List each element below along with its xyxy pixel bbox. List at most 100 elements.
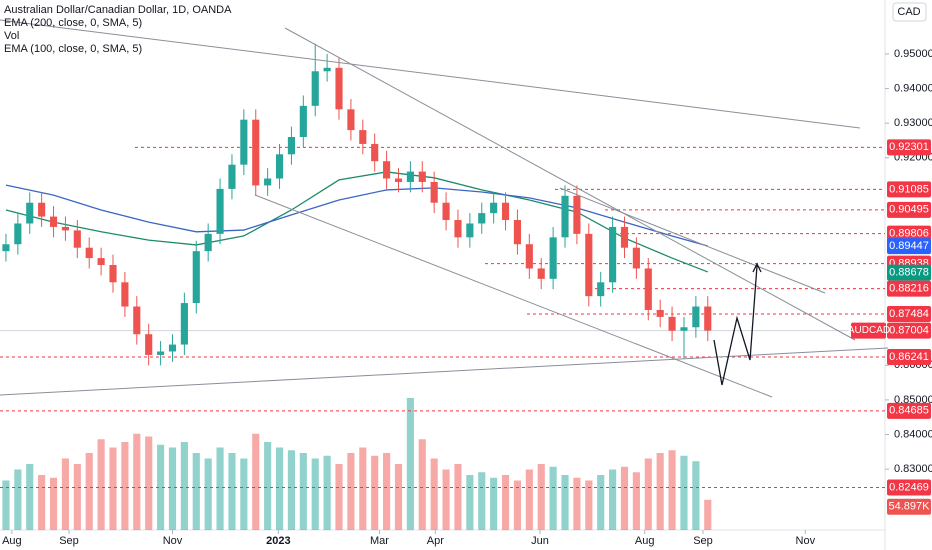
volume-bar: [704, 499, 712, 530]
volume-bar: [287, 450, 295, 530]
volume-bar: [418, 439, 426, 530]
volume-bar: [133, 433, 141, 530]
volume-bar: [668, 450, 676, 530]
x-tick-label: Jun: [531, 535, 549, 547]
price-label-box: [887, 479, 931, 496]
candle-body: [85, 247, 93, 259]
volume-bar: [228, 453, 236, 530]
candle-body: [61, 226, 69, 231]
volume-bar: [573, 477, 581, 530]
trend-line: [0, 19, 861, 129]
volume-bar: [656, 453, 664, 530]
price-label: 0.84685: [889, 405, 929, 417]
y-tick-label: 0.83000: [894, 463, 932, 475]
volume-bar: [216, 447, 224, 530]
volume-bar: [49, 477, 58, 530]
volume-bar: [275, 447, 284, 530]
candle-body: [335, 67, 343, 110]
y-tick-label: 0.84000: [894, 428, 932, 440]
volume-bar: [501, 475, 510, 530]
x-tick-label: Sep: [693, 535, 713, 547]
candle-body: [240, 119, 248, 165]
volume-bar: [466, 475, 474, 530]
currency-label[interactable]: CAD: [897, 6, 920, 18]
volume-bar: [359, 447, 367, 530]
candle-body: [406, 171, 414, 182]
candle-body: [668, 316, 676, 331]
candle-body: [14, 223, 22, 245]
volume-bar: [26, 464, 34, 530]
candle-body: [252, 119, 260, 186]
candle-body: [466, 223, 474, 238]
volume-bar: [168, 447, 177, 530]
candle-body: [573, 195, 581, 234]
candle-body: [287, 136, 295, 155]
candle-body: [501, 202, 510, 221]
volume-bar: [430, 458, 438, 530]
symbol-label: AUDCAD: [848, 325, 890, 336]
price-label-box: [887, 402, 931, 419]
candle-body: [264, 178, 272, 186]
volume-bar: [121, 442, 129, 530]
candle-body: [632, 247, 640, 269]
volume-bar: [204, 458, 212, 530]
price-label-box: [887, 201, 931, 218]
y-tick-label: 0.94000: [894, 82, 932, 94]
volume-label: 54.897K: [889, 501, 931, 513]
candle-body: [704, 306, 712, 331]
candle-body: [561, 195, 569, 238]
axes: 0.950000.940000.930000.920000.860000.850…: [2, 48, 932, 547]
y-tick-label: 0.93000: [894, 117, 932, 129]
candle-body: [97, 258, 105, 265]
y-tick-label: 0.95000: [894, 48, 932, 60]
candle-body: [644, 268, 652, 310]
price-label-box: [887, 280, 931, 297]
candle-body: [145, 334, 153, 355]
volume-bar: [644, 458, 652, 530]
x-tick-label: Mar: [370, 535, 389, 547]
volume-label-box: [887, 498, 931, 515]
arrow-head: [752, 262, 762, 273]
x-tick-label: 2023: [266, 535, 290, 547]
volume-bar: [490, 477, 498, 530]
x-tick-label: Nov: [796, 535, 816, 547]
price-label: 0.87004: [889, 324, 929, 336]
volume-bar: [620, 466, 629, 530]
candle-body: [430, 181, 438, 203]
volume-bar: [180, 442, 188, 530]
currency-button[interactable]: [892, 2, 927, 22]
volume-bar: [549, 466, 557, 530]
candle-body: [49, 216, 58, 227]
volume-bar: [454, 464, 462, 530]
candle-body: [597, 282, 605, 297]
price-label: 0.88678: [889, 267, 929, 279]
candle-body: [620, 226, 629, 248]
price-label-box: [887, 305, 931, 322]
trend-line: [254, 194, 773, 398]
volume-bar: [609, 469, 617, 530]
price-label-box: [887, 264, 931, 281]
volume-bar: [38, 475, 46, 530]
candle-body: [585, 233, 593, 297]
volume-bar: [597, 475, 605, 530]
volume-bar: [394, 464, 403, 530]
candle-body: [26, 202, 34, 224]
candle-body: [180, 303, 188, 345]
volume-bar: [73, 464, 81, 530]
price-label-box: [887, 139, 931, 156]
trend-line: [0, 347, 889, 396]
legend-title: Australian Dollar/Canadian Dollar, 1D, O…: [4, 4, 232, 16]
trend-line: [284, 27, 856, 341]
candle-body: [311, 71, 319, 106]
candle-body: [454, 220, 462, 238]
candle-body: [478, 213, 486, 224]
volume-bar: [299, 453, 307, 530]
candle-body: [549, 237, 557, 279]
volume-bar: [2, 480, 10, 530]
x-tick-label: Sep: [59, 535, 79, 547]
candle-body: [680, 327, 688, 331]
candle-body: [513, 220, 522, 245]
x-tick-label: Apr: [427, 535, 444, 547]
volume-bar: [585, 480, 593, 530]
